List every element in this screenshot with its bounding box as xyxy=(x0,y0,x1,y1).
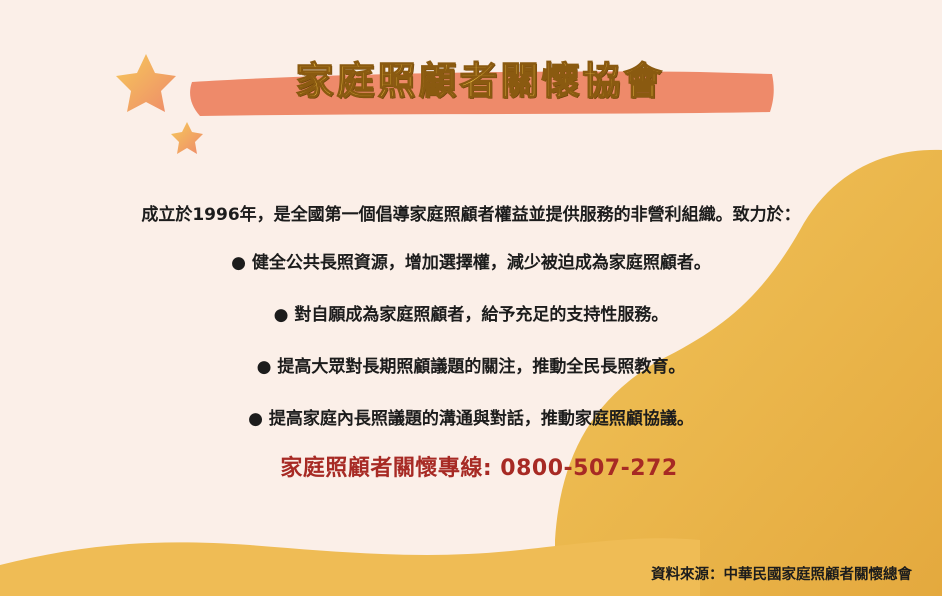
title-brush-stroke xyxy=(190,71,774,116)
star-icon xyxy=(116,54,176,112)
list-item-text: 對自願成為家庭照顧者，給予充足的支持性服務。 xyxy=(294,305,669,325)
bullet-dot-icon: ● xyxy=(273,305,289,325)
list-item-text: 提高大眾對長期照顧議題的關注，推動全民長照教育。 xyxy=(277,357,686,377)
list-item: ● 健全公共長照資源，增加選擇權，減少被迫成為家庭照顧者。 xyxy=(0,250,942,302)
page-title: 家庭照顧者關懷協會 xyxy=(295,58,665,103)
star-icon xyxy=(171,122,203,154)
gold-wave-bottom xyxy=(0,538,700,596)
list-item: ● 提高大眾對長期照顧議題的關注，推動全民長照教育。 xyxy=(0,354,942,406)
list-item: ● 提高家庭內長照議題的溝通與對話，推動家庭照顧協議。 xyxy=(0,406,942,458)
list-item-text: 健全公共長照資源，增加選擇權，減少被迫成為家庭照顧者。 xyxy=(251,253,711,273)
list-item-text: 提高家庭內長照議題的溝通與對話，推動家庭照顧協議。 xyxy=(268,409,694,429)
bullet-dot-icon: ● xyxy=(256,357,272,377)
hotline-text: 家庭照顧者關懷專線: 0800-507-272 xyxy=(280,456,678,481)
source-credit: 資料來源：中華民國家庭照顧者關懷總會 xyxy=(651,567,912,583)
bullet-dot-icon: ● xyxy=(248,409,263,429)
intro-text: 成立於1996年，是全國第一個倡導家庭照顧者權益並提供服務的非營利組織。致力於： xyxy=(141,205,801,225)
list-item: ● 對自願成為家庭照顧者，給予充足的支持性服務。 xyxy=(0,302,942,354)
gold-blob-right xyxy=(555,149,942,596)
mission-list: ● 健全公共長照資源，增加選擇權，減少被迫成為家庭照顧者。 ● 對自願成為家庭照顧者… xyxy=(0,250,942,458)
bullet-dot-icon: ● xyxy=(231,253,246,273)
